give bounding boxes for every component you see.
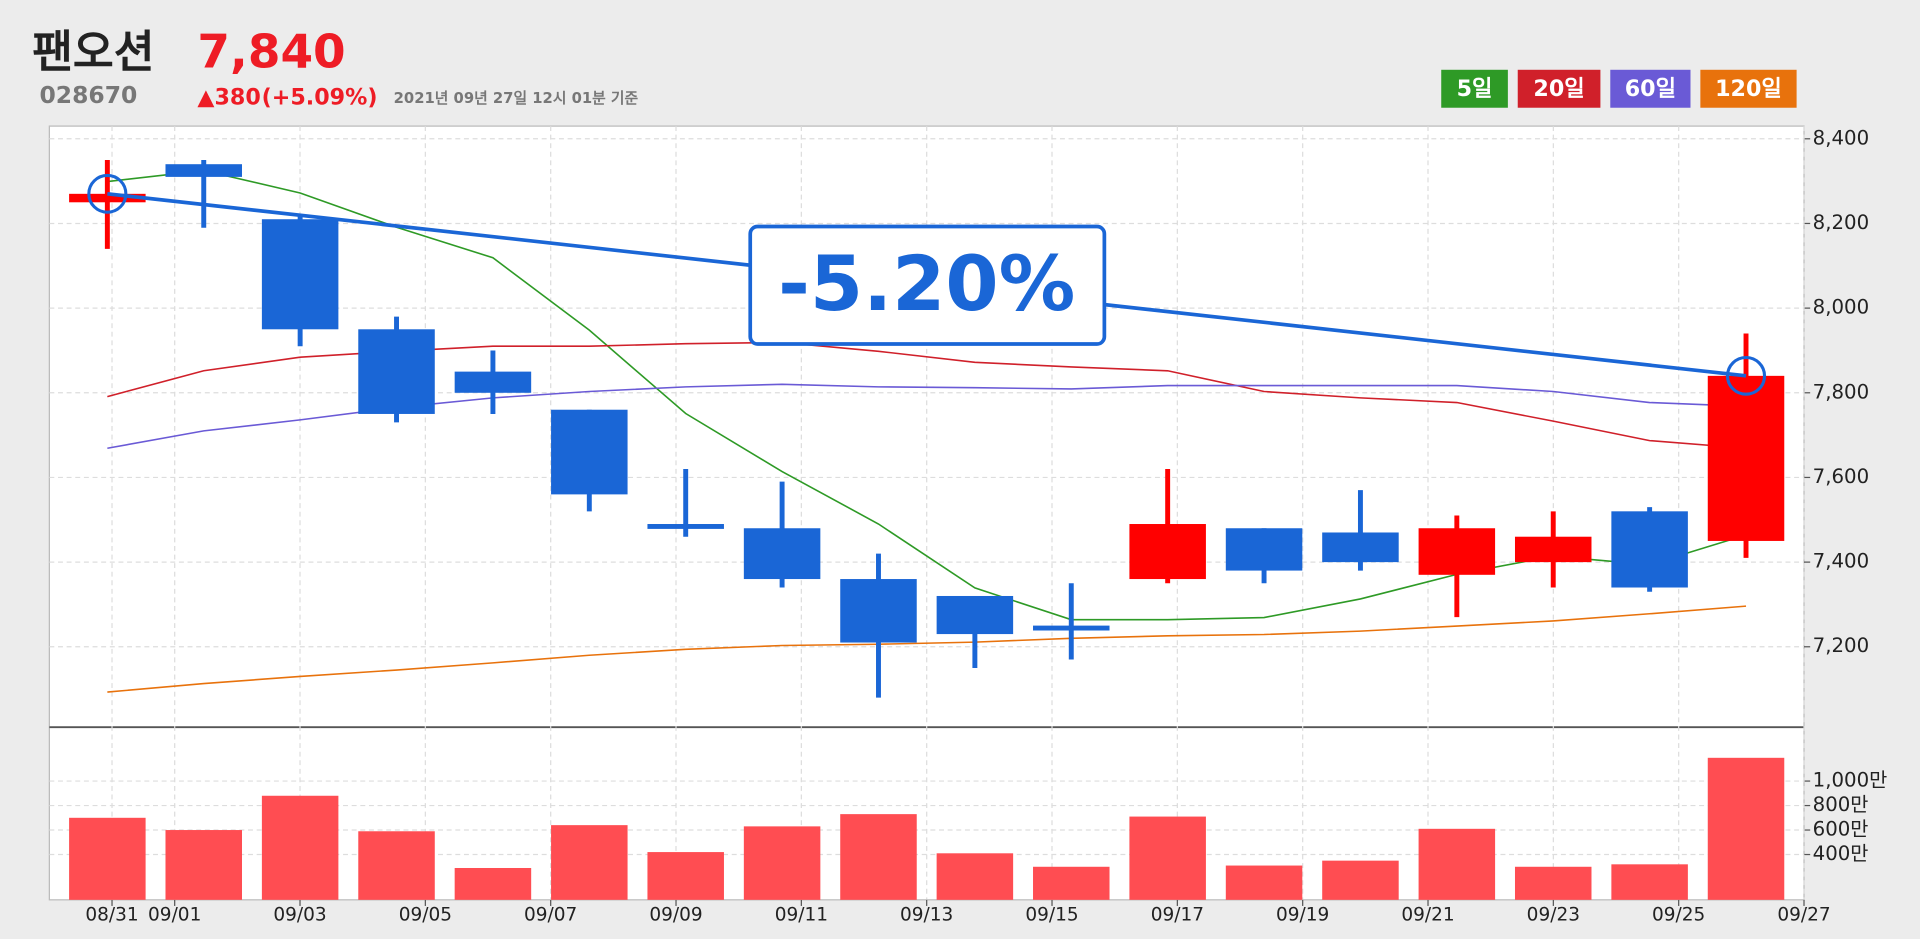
x-tick-label: 08/31 xyxy=(85,905,138,926)
candle-body xyxy=(1225,528,1303,571)
volume-bar xyxy=(1418,828,1496,900)
x-tick-label: 09/17 xyxy=(1151,905,1204,926)
stock-name: 팬오션 xyxy=(32,27,155,78)
x-tick-label: 09/07 xyxy=(524,905,577,926)
x-tick-label: 09/09 xyxy=(649,905,702,926)
candle-body xyxy=(1033,625,1110,631)
x-tick-label: 09/19 xyxy=(1276,905,1329,926)
volume-bar xyxy=(1707,757,1785,900)
change-pct: (+5.09%) xyxy=(262,84,378,110)
volume-bar xyxy=(1129,816,1206,900)
candle-body xyxy=(936,595,1014,635)
candle-body xyxy=(1611,511,1688,588)
y-tick-label: 7,200 xyxy=(1813,634,1870,657)
x-tick-label: 09/23 xyxy=(1527,905,1580,926)
annotation-box xyxy=(748,224,1107,346)
volume-bar xyxy=(1322,860,1399,900)
candle-body xyxy=(1514,536,1592,563)
candle-body xyxy=(454,371,532,393)
x-tick-label: 09/05 xyxy=(399,905,452,926)
x-tick-label: 09/25 xyxy=(1652,905,1705,926)
annotation-label: -5.20% xyxy=(778,239,1075,328)
y-tick-label: 7,400 xyxy=(1813,550,1870,573)
y-tick-label: 800만 xyxy=(1813,793,1869,816)
volume-bar xyxy=(840,814,917,900)
x-tick-label: 09/15 xyxy=(1025,905,1078,926)
volume-bar xyxy=(743,826,821,900)
y-tick-label: 400만 xyxy=(1813,842,1869,865)
candle-body xyxy=(551,409,628,495)
legend-label[interactable]: 60일 xyxy=(1625,76,1676,102)
candle-body xyxy=(165,164,242,177)
candle-body xyxy=(261,219,339,330)
candle-body xyxy=(1129,524,1206,580)
y-tick-label: 1,000만 xyxy=(1813,769,1888,792)
x-tick-label: 09/01 xyxy=(148,905,201,926)
y-tick-label: 7,600 xyxy=(1813,465,1870,488)
candle-body xyxy=(1418,528,1496,575)
change: ▲380 xyxy=(197,84,260,110)
trend-start xyxy=(87,173,128,214)
volume-bar xyxy=(647,852,724,900)
x-tick-label: 09/03 xyxy=(273,905,326,926)
candle-body xyxy=(840,579,917,643)
x-tick-label: 09/21 xyxy=(1401,905,1454,926)
y-tick-label: 600만 xyxy=(1813,818,1869,841)
stock-code: 028670 xyxy=(39,81,137,109)
legend-button[interactable] xyxy=(1700,69,1797,108)
volume-bar xyxy=(1514,866,1592,900)
legend-label[interactable]: 120일 xyxy=(1715,76,1782,102)
price: 7,840 xyxy=(197,26,345,80)
volume-bar xyxy=(1225,865,1303,900)
candle-body xyxy=(358,329,435,414)
ma-line xyxy=(107,605,1747,693)
legend-label[interactable]: 5일 xyxy=(1457,76,1493,102)
volume-bar xyxy=(165,830,242,900)
y-tick-label: 8,400 xyxy=(1813,126,1870,149)
volume-bar xyxy=(936,853,1014,900)
legend-label[interactable]: 20일 xyxy=(1533,76,1584,102)
candle-body xyxy=(743,528,821,580)
candle-body xyxy=(69,193,146,203)
legend-button[interactable] xyxy=(1441,69,1508,108)
x-tick-label: 09/13 xyxy=(900,905,953,926)
trend-end xyxy=(1725,355,1767,396)
y-tick-label: 7,800 xyxy=(1813,380,1870,403)
candle-body xyxy=(647,524,724,529)
volume-bar xyxy=(261,795,339,900)
legend-button[interactable] xyxy=(1610,69,1691,108)
timestamp: 2021년 09년 27일 12시 01분 기준 xyxy=(394,90,639,107)
volume-bar xyxy=(69,817,146,900)
candle-body xyxy=(1707,375,1785,541)
volume-bar xyxy=(551,825,628,900)
volume-bar xyxy=(454,867,532,900)
candle-body xyxy=(1322,532,1399,563)
volume-bar xyxy=(1033,866,1110,900)
x-tick-label: 09/11 xyxy=(775,905,828,926)
volume-bar xyxy=(358,831,435,900)
legend-button[interactable] xyxy=(1517,69,1601,108)
volume-bar xyxy=(1611,864,1688,900)
x-tick-label: 09/27 xyxy=(1777,905,1830,926)
y-tick-label: 8,000 xyxy=(1813,296,1870,319)
y-tick-label: 8,200 xyxy=(1813,211,1870,234)
